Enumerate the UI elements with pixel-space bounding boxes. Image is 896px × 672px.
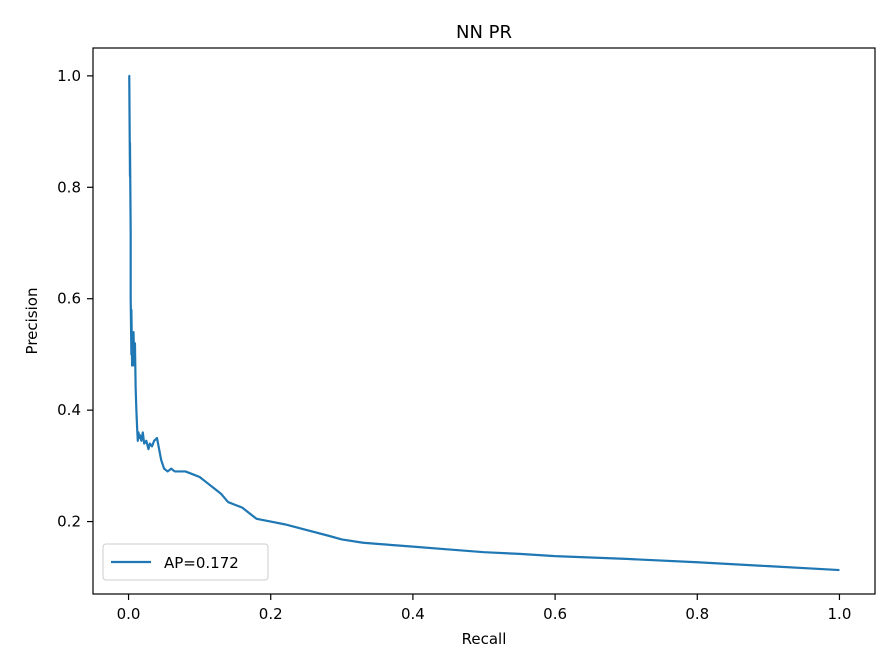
y-axis-ticks: 0.2 0.4 0.6 0.8 1.0 (57, 67, 93, 531)
x-axis-label: Recall (462, 630, 507, 648)
x-axis-ticks: 0.0 0.2 0.4 0.6 0.8 1.0 (117, 594, 852, 623)
y-tick-label-0: 0.2 (57, 513, 81, 531)
legend-box (102, 543, 269, 581)
series-layer (128, 74, 840, 572)
y-tick-label-4: 1.0 (57, 67, 81, 85)
y-tick-label-1: 0.4 (57, 401, 81, 419)
y-axis-label: Precision (23, 288, 41, 355)
plot-frame (92, 47, 876, 595)
x-tick-label-2: 0.4 (401, 605, 425, 623)
series-line-0 (128, 74, 840, 572)
x-tick-label-5: 1.0 (828, 605, 852, 623)
y-tick-label-2: 0.6 (57, 290, 81, 308)
x-tick-label-0: 0.0 (117, 605, 141, 623)
legend: AP=0.172 (102, 543, 269, 581)
legend-label: AP=0.172 (164, 554, 239, 572)
x-tick-label-4: 0.8 (685, 605, 709, 623)
y-tick-label-3: 0.8 (57, 178, 81, 196)
x-tick-label-3: 0.6 (543, 605, 567, 623)
x-tick-label-1: 0.2 (259, 605, 283, 623)
chart-title: NN PR (456, 22, 512, 43)
